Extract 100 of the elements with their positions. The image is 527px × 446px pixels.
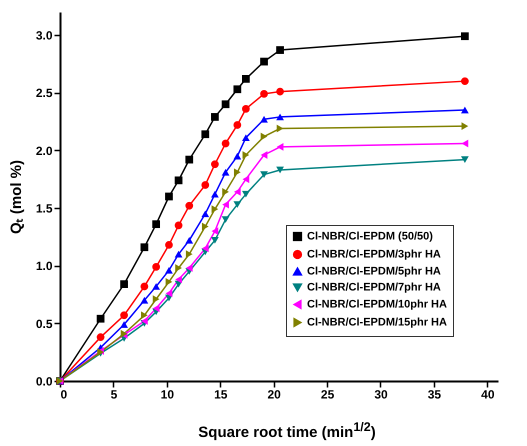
point	[120, 311, 128, 320]
point	[165, 266, 173, 274]
point	[260, 151, 268, 159]
y-tick-label: 0.5	[36, 316, 53, 331]
point	[234, 188, 241, 196]
point	[186, 264, 193, 272]
x-axis-title: Square root time (min$^{1/2}$)	[197, 420, 377, 441]
x-tick-label: 30	[374, 388, 388, 402]
point	[222, 140, 230, 148]
point	[276, 143, 284, 151]
x-tick-label: 40	[481, 388, 495, 402]
x-tick-label: 10	[160, 388, 174, 402]
point	[212, 205, 218, 214]
point	[175, 276, 182, 284]
point	[140, 296, 148, 304]
y-tick-label: 2.5	[36, 86, 53, 100]
point	[222, 168, 230, 176]
point	[174, 176, 182, 184]
point	[211, 190, 219, 198]
legend-label: Cl-NBR/Cl-EPDM (50/50)	[307, 230, 434, 242]
y-tick-label: 2.0	[36, 144, 53, 158]
point	[242, 151, 250, 159]
x-tick-label: 15	[214, 388, 228, 402]
point	[141, 311, 148, 320]
point	[242, 190, 250, 198]
point	[462, 140, 468, 148]
point	[260, 58, 268, 66]
point	[165, 192, 173, 200]
point	[166, 278, 172, 286]
point	[212, 227, 218, 235]
point	[260, 132, 268, 140]
point	[96, 314, 104, 323]
point	[165, 241, 173, 249]
point	[260, 90, 268, 98]
point	[140, 282, 148, 290]
point	[201, 130, 210, 138]
legend-label: Cl-NBR/Cl-EPDM/3phr HA	[307, 248, 441, 260]
point	[202, 244, 209, 252]
point	[461, 77, 469, 86]
point	[152, 262, 160, 271]
y-tick-label: 1.0	[36, 259, 53, 274]
point	[461, 156, 469, 163]
point	[276, 88, 284, 96]
x-tick-label: 35	[428, 388, 442, 402]
x-tick-label: 0	[60, 388, 68, 402]
y-tick-label: 0.0	[36, 374, 53, 388]
point	[276, 166, 284, 174]
point	[233, 152, 242, 160]
legend-label: Cl-NBR/Cl-EPDM/15phr HA	[307, 316, 448, 328]
point	[242, 134, 250, 142]
point	[175, 264, 182, 272]
point	[276, 46, 284, 54]
point	[260, 116, 268, 123]
point	[234, 168, 241, 176]
x-tick-label: 20	[267, 388, 282, 402]
point	[461, 106, 469, 114]
y-tick-label: 1.5	[36, 202, 53, 216]
x-tick-label: 5	[110, 388, 118, 402]
point	[185, 202, 194, 210]
legend-label: Cl-NBR/Cl-EPDM/10phr HA	[307, 298, 448, 310]
point	[152, 220, 160, 228]
point	[201, 181, 210, 189]
point	[222, 216, 230, 223]
point	[166, 289, 172, 298]
y-axis-title: Qₜ (mol %)	[8, 160, 25, 234]
legend-label: Cl-NBR/Cl-EPDM/5phr HA	[307, 266, 441, 278]
point	[152, 295, 160, 303]
point	[242, 175, 250, 184]
point	[152, 304, 160, 312]
point	[233, 85, 242, 94]
point	[211, 160, 219, 168]
legend-label: Cl-NBR/Cl-EPDM/7phr HA	[307, 282, 441, 294]
point	[202, 222, 209, 230]
point	[185, 236, 194, 244]
point	[276, 114, 284, 120]
point	[233, 121, 242, 129]
point	[462, 122, 468, 130]
point	[222, 188, 229, 196]
point	[174, 221, 182, 230]
point	[185, 156, 194, 164]
point	[242, 75, 250, 83]
point	[222, 100, 230, 108]
point	[260, 171, 268, 178]
point	[186, 250, 193, 258]
point	[174, 250, 182, 258]
x-tick-label: 25	[320, 388, 335, 402]
point	[201, 210, 210, 218]
point	[120, 321, 128, 328]
point	[141, 317, 148, 325]
point	[140, 243, 148, 252]
point	[276, 124, 284, 132]
point	[233, 201, 242, 208]
point	[242, 104, 250, 113]
point	[152, 283, 160, 290]
y-tick-label: 3.0	[36, 28, 53, 43]
point	[211, 113, 219, 121]
point	[96, 333, 104, 342]
point	[211, 236, 219, 244]
point	[120, 280, 128, 288]
point	[222, 200, 229, 208]
